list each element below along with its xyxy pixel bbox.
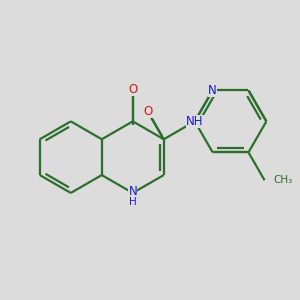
- Text: O: O: [128, 83, 137, 96]
- Text: N: N: [128, 185, 137, 198]
- Text: H: H: [129, 197, 137, 207]
- Text: O: O: [143, 106, 153, 118]
- Text: CH₃: CH₃: [273, 175, 292, 185]
- Text: NH: NH: [186, 115, 203, 128]
- Text: N: N: [208, 84, 217, 97]
